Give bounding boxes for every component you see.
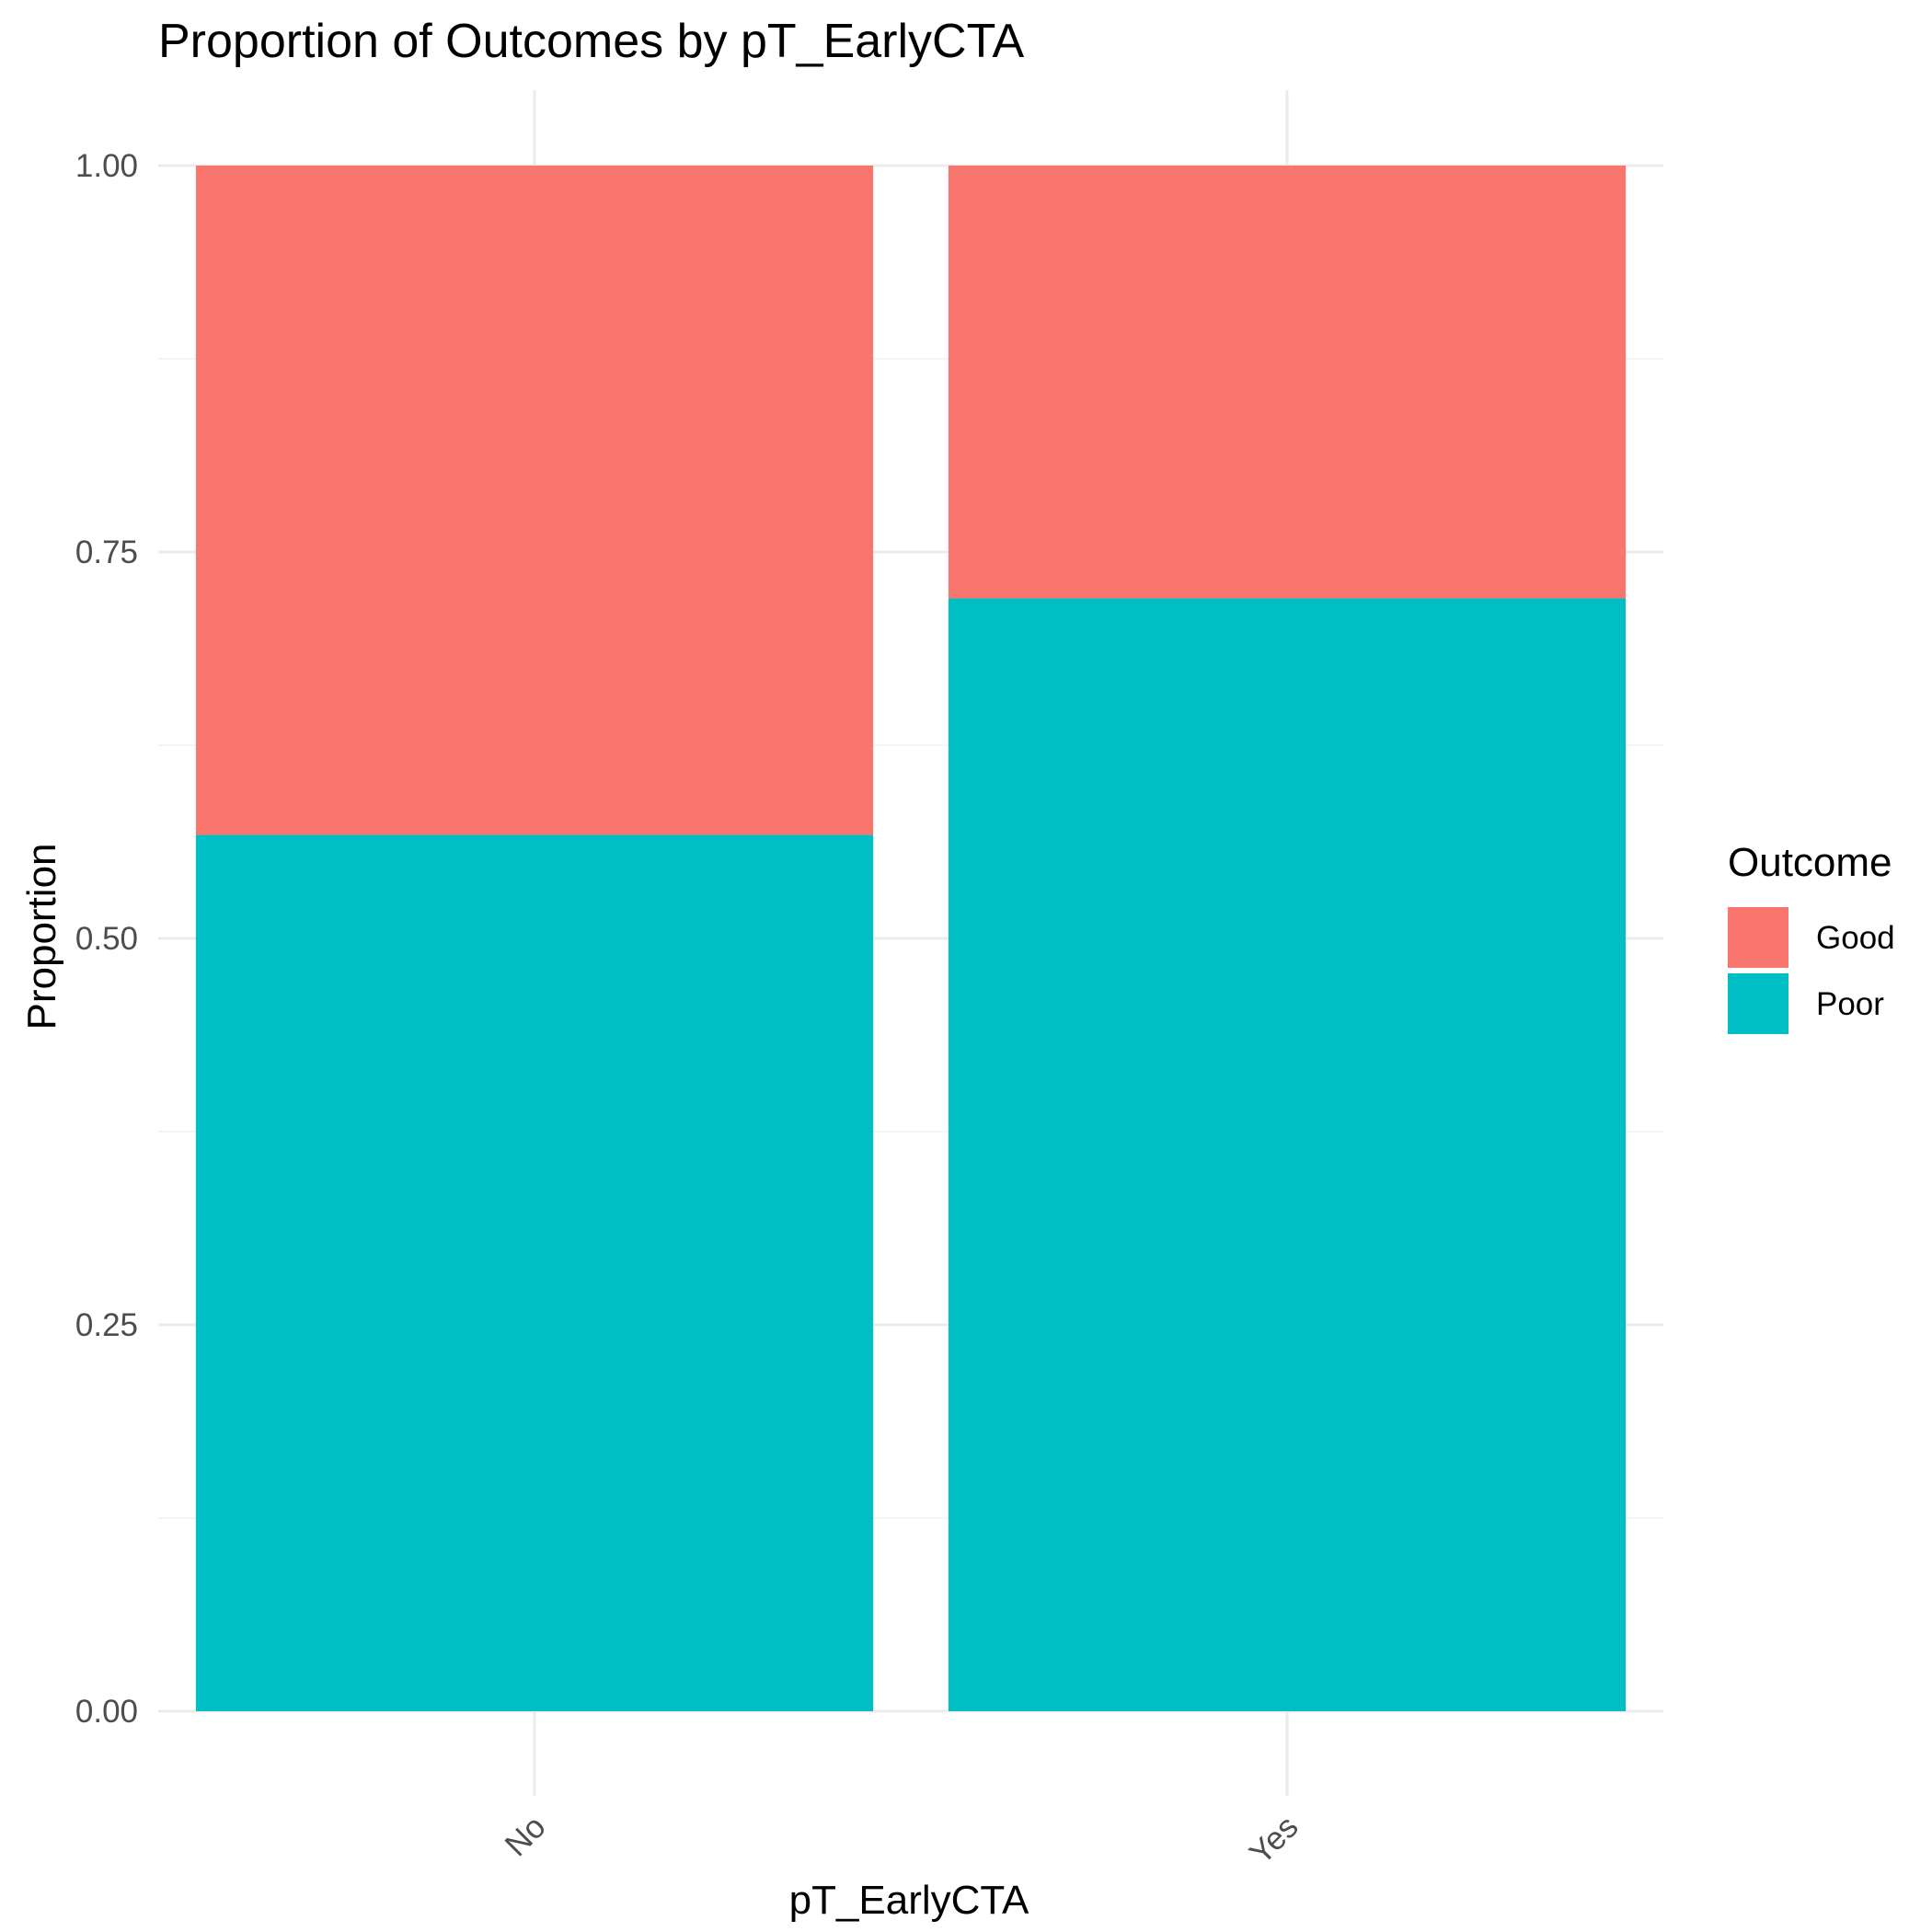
bar-poor-no — [195, 834, 874, 1711]
bars — [195, 166, 1627, 1711]
legend-key — [1728, 973, 1788, 1034]
y-tick-label: 0.25 — [75, 1307, 138, 1343]
x-axis-title: pT_EarlyCTA — [789, 1878, 1029, 1923]
x-tick-label: Yes — [1243, 1809, 1305, 1871]
legend: Outcome Good Poor — [1728, 840, 1895, 1034]
y-tick-label: 0.75 — [75, 535, 138, 570]
y-tick-label: 0.00 — [75, 1694, 138, 1730]
y-axis-ticks: 0.00 0.25 0.50 0.75 1.00 — [75, 148, 138, 1730]
y-tick-label: 0.50 — [75, 921, 138, 957]
bar-poor-yes — [948, 598, 1627, 1711]
legend-key — [1728, 907, 1788, 968]
legend-entries: Good Poor — [1728, 907, 1895, 1034]
chart-title: Proportion of Outcomes by pT_EarlyCTA — [158, 15, 1024, 68]
bar-good-yes — [948, 166, 1627, 599]
y-axis-title: Proportion — [19, 843, 64, 1029]
legend-label: Poor — [1816, 986, 1884, 1022]
legend-title: Outcome — [1728, 840, 1892, 885]
y-tick-label: 1.00 — [75, 148, 138, 184]
x-axis-ticks: No Yes — [498, 1809, 1305, 1871]
bar-good-no — [195, 166, 874, 835]
legend-label: Good — [1816, 920, 1895, 956]
x-tick-label: No — [498, 1809, 552, 1863]
